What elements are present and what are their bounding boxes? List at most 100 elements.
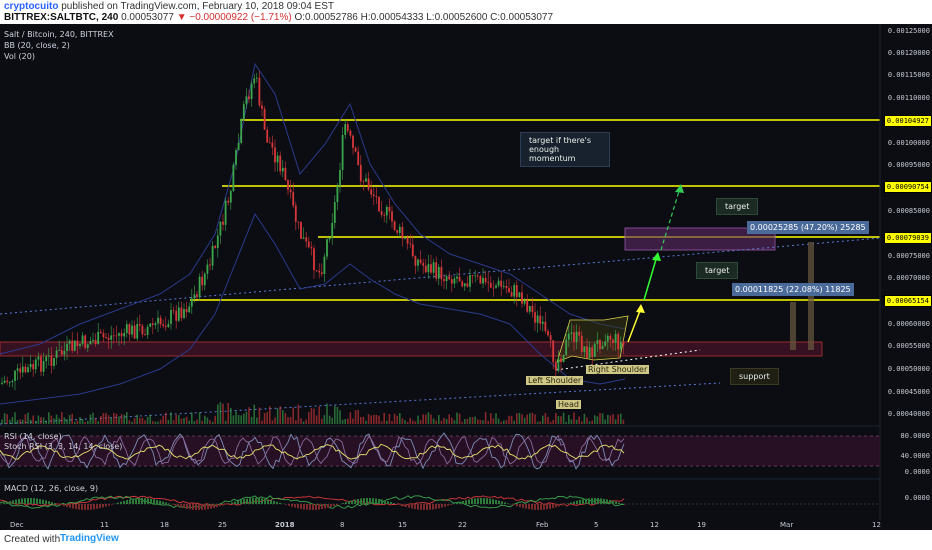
annotation-support[interactable]: support xyxy=(730,368,779,385)
candle-body xyxy=(71,340,74,351)
candle-body xyxy=(567,333,570,340)
stoch-legend[interactable]: Stoch RSI (3, 3, 14, 14, close) xyxy=(4,442,123,451)
yellow-arrow[interactable] xyxy=(627,307,642,343)
macd-histogram-bar xyxy=(204,504,206,510)
annotation-target-2[interactable]: target xyxy=(696,262,739,279)
candle-body xyxy=(323,256,326,275)
candle-body xyxy=(502,286,505,287)
macd-histogram-bar xyxy=(504,502,506,504)
dashed-arrow[interactable] xyxy=(660,187,681,251)
macd-histogram-bar xyxy=(90,504,92,510)
head-label[interactable]: Head xyxy=(556,400,581,409)
macd-histogram-bar xyxy=(612,500,614,504)
macd-histogram-bar xyxy=(3,503,5,504)
candle-body xyxy=(138,324,141,326)
left-shoulder-label[interactable]: Left Shoulder xyxy=(526,376,584,385)
macd-histogram-bar xyxy=(36,498,38,504)
volume-bar xyxy=(508,415,510,424)
candle-body xyxy=(237,142,240,151)
candle-body xyxy=(274,147,276,163)
vol-legend[interactable]: Vol (20) xyxy=(4,52,35,61)
target-zone[interactable] xyxy=(624,227,776,251)
volume-bar xyxy=(391,421,393,424)
candle-body xyxy=(159,317,162,325)
macd-histogram-bar xyxy=(276,501,278,504)
candle-body xyxy=(427,264,430,273)
macd-histogram-bar xyxy=(474,498,476,504)
candle-body xyxy=(266,129,269,143)
lower-trendline[interactable] xyxy=(0,382,721,425)
annotation-target-1[interactable]: target xyxy=(716,198,759,215)
candle-body xyxy=(398,226,401,233)
macd-histogram-bar xyxy=(615,501,617,504)
volume-bar xyxy=(347,418,349,424)
green-arrow[interactable] xyxy=(643,255,658,301)
volume-bar xyxy=(500,421,502,424)
rsi-line xyxy=(0,443,625,460)
macd-histogram-bar xyxy=(381,499,383,504)
upper-trendline[interactable] xyxy=(0,237,881,315)
macd-histogram-bar xyxy=(15,499,17,504)
volume-bar xyxy=(217,404,219,424)
volume-bar xyxy=(492,418,495,424)
chart-title-legend[interactable]: Salt / Bitcoin, 240, BITTREX xyxy=(4,30,114,39)
date-tick: 18 xyxy=(160,521,169,529)
macd-histogram-bar xyxy=(495,499,497,504)
macd-histogram-bar xyxy=(174,504,176,506)
bb-legend[interactable]: BB (20, close, 2) xyxy=(4,41,70,50)
volume-bar xyxy=(482,420,484,424)
candle-body xyxy=(385,206,388,216)
volume-bar xyxy=(37,415,40,424)
volume-bar xyxy=(560,416,562,424)
candles-group[interactable] xyxy=(1,70,625,391)
candle-body xyxy=(544,321,547,332)
volume-bar xyxy=(487,420,489,424)
volume-bar xyxy=(50,415,53,424)
author-link[interactable]: cryptocuito xyxy=(4,1,59,12)
right-shoulder-label[interactable]: Right Shoulder xyxy=(586,365,650,374)
macd-histogram-bar xyxy=(372,498,374,504)
measure-bar-1 xyxy=(790,302,796,350)
measure-label-1[interactable]: 0.00025285 (47.20%) 25285 xyxy=(747,221,869,234)
rsi-legend[interactable]: RSI (14, close) xyxy=(4,432,62,441)
chart-canvas[interactable] xyxy=(0,24,932,530)
macd-histogram-bar xyxy=(27,498,29,504)
candle-body xyxy=(380,211,383,215)
macd-histogram-bar xyxy=(261,498,263,504)
candle-body xyxy=(118,333,120,336)
chart-area[interactable]: Salt / Bitcoin, 240, BITTREX BB (20, clo… xyxy=(0,24,932,530)
candle-body xyxy=(16,368,19,371)
measure-label-2[interactable]: 0.00011825 (22.08%) 11825 xyxy=(732,283,854,296)
candle-body xyxy=(193,294,196,299)
candle-body xyxy=(219,221,222,236)
macd-histogram-bar xyxy=(387,501,389,504)
tradingview-logo[interactable]: TradingView xyxy=(60,533,119,544)
hs-pattern-box[interactable] xyxy=(556,315,629,363)
candle-body xyxy=(185,309,188,313)
candle-body xyxy=(375,196,378,197)
neckline[interactable] xyxy=(555,349,701,371)
date-tick: Feb xyxy=(536,521,549,529)
macd-histogram-bar xyxy=(369,498,371,504)
macd-histogram-bar xyxy=(84,504,86,510)
macd-histogram-bar xyxy=(45,500,47,504)
macd-legend[interactable]: MACD (12, 26, close, 9) xyxy=(4,484,99,493)
volume-bar xyxy=(497,418,500,424)
annotation-target-momentum[interactable]: target if there's enough momentum xyxy=(520,132,610,167)
candle-body xyxy=(372,194,375,197)
volume-bar xyxy=(120,414,123,424)
candle-body xyxy=(248,96,250,100)
volume-bar xyxy=(349,412,352,424)
publication-header: cryptocuito published on TradingView.com… xyxy=(0,0,932,24)
volume-bar xyxy=(45,420,47,424)
volume-bar xyxy=(334,405,336,424)
volume-bar xyxy=(526,414,528,424)
volume-bar xyxy=(222,403,224,424)
support-zone[interactable] xyxy=(0,341,823,357)
volume-bar xyxy=(378,415,380,424)
volume-bar xyxy=(432,418,435,424)
volume-bar xyxy=(529,413,531,424)
candle-body xyxy=(617,333,620,350)
symbol-label: BITTREX:SALTBTC, 240 xyxy=(4,12,119,23)
volume-bar xyxy=(115,413,118,424)
